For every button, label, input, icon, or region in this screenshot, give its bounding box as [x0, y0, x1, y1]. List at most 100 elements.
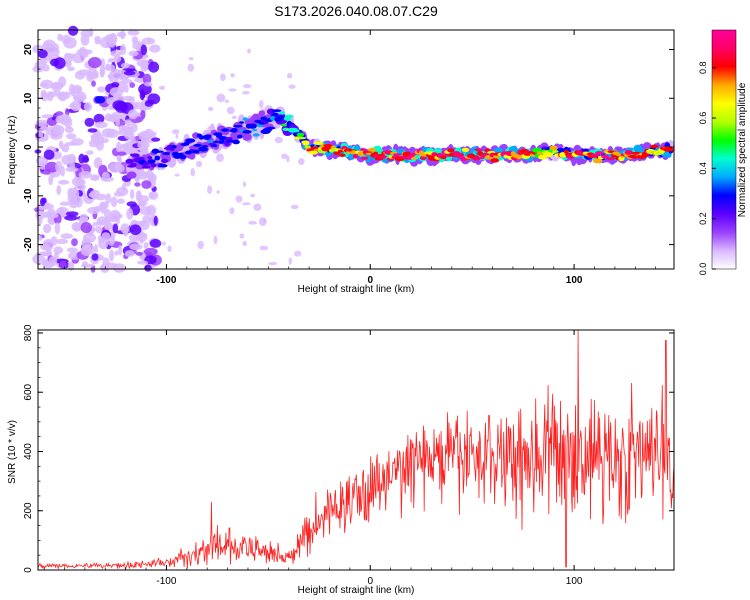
ridge-blob	[150, 163, 157, 168]
noise-blob	[77, 69, 91, 76]
noise-blob	[94, 121, 108, 128]
noise-blob	[79, 213, 89, 222]
noise-blob	[226, 106, 235, 115]
noise-blob	[128, 50, 139, 57]
spectrogram-noise	[32, 25, 314, 274]
noise-blob	[136, 260, 149, 265]
spectrogram-ridge	[125, 106, 675, 182]
noise-blob	[66, 247, 79, 253]
ridge-blob	[237, 134, 243, 139]
noise-blob	[140, 65, 149, 72]
ridge-blob	[133, 169, 141, 182]
ridge-blob	[185, 138, 196, 143]
noise-blob	[67, 66, 75, 72]
snr-series-line	[37, 329, 675, 571]
noise-blob	[40, 79, 54, 90]
colorbar-ticks: 0.0 0.2 0.4 0.6 0.8	[698, 61, 716, 275]
noise-blob	[235, 195, 243, 203]
ridge-blob	[198, 135, 204, 140]
noise-blob	[87, 128, 98, 133]
x-tick-label: 100	[566, 576, 583, 587]
noise-blob	[109, 87, 123, 97]
noise-blob	[116, 198, 125, 204]
ridge-blob	[202, 145, 208, 148]
noise-blob	[75, 86, 82, 93]
noise-blob	[109, 209, 121, 222]
ridge-blob	[592, 158, 603, 164]
noise-blob	[43, 39, 56, 50]
noise-blob	[74, 184, 87, 190]
noise-blob	[101, 128, 115, 138]
ridge-blob	[591, 153, 600, 158]
noise-blob	[32, 253, 46, 265]
noise-blob	[242, 181, 247, 187]
noise-blob	[216, 93, 226, 103]
noise-blob	[120, 223, 130, 234]
ridge-blob	[280, 123, 287, 127]
noise-blob	[64, 215, 78, 221]
noise-blob	[48, 256, 58, 267]
noise-blob	[196, 160, 203, 168]
noise-blob	[117, 151, 127, 156]
noise-blob	[228, 88, 237, 92]
ridge-blob	[482, 152, 490, 156]
noise-blob	[258, 217, 267, 227]
noise-blob	[111, 82, 120, 88]
x-tick-label: 0	[367, 576, 373, 587]
ridge-blob	[161, 158, 169, 164]
noise-blob	[135, 251, 143, 256]
noise-blob	[84, 117, 95, 127]
noise-blob	[105, 63, 110, 71]
snr-x-ticks: -100 0 100	[43, 330, 657, 587]
noise-blob	[112, 100, 126, 111]
colorbar-tick-label: 0.8	[698, 61, 708, 74]
noise-blob	[94, 193, 107, 201]
noise-blob	[63, 37, 77, 49]
noise-blob	[188, 57, 194, 61]
y-tick-label: 400	[23, 443, 34, 460]
y-tick-label: 10	[23, 92, 34, 104]
noise-blob	[55, 115, 68, 124]
ridge-blob	[233, 132, 240, 141]
ridge-blob	[667, 148, 675, 152]
ridge-blob	[192, 132, 200, 139]
ridge-blob	[210, 144, 218, 147]
noise-blob	[60, 233, 73, 239]
noise-blob	[250, 193, 256, 198]
ridge-blob	[624, 150, 633, 155]
ridge-blob	[130, 162, 137, 167]
snr-frame	[37, 329, 675, 571]
noise-blob	[171, 129, 180, 135]
noise-blob	[56, 185, 62, 196]
noise-blob	[57, 33, 63, 42]
noise-blob	[148, 61, 160, 73]
ridge-blob	[474, 148, 483, 152]
noise-blob	[247, 48, 251, 54]
noise-blob	[52, 124, 61, 136]
snr-y-ticks: 0 200 400 600 800	[23, 324, 674, 573]
noise-blob	[144, 81, 153, 87]
noise-blob	[38, 235, 43, 241]
noise-blob	[220, 73, 226, 82]
noise-blob	[230, 73, 235, 78]
noise-blob	[88, 192, 98, 198]
noise-blob	[116, 130, 128, 135]
noise-blob	[159, 85, 166, 90]
noise-blob	[115, 141, 122, 153]
noise-blob	[248, 220, 257, 225]
noise-blob	[110, 50, 122, 57]
noise-blob	[208, 106, 214, 112]
noise-blob	[187, 63, 195, 72]
noise-blob	[134, 182, 141, 187]
ridge-blob	[472, 156, 481, 161]
noise-blob	[86, 150, 94, 155]
noise-blob	[98, 137, 110, 144]
noise-blob	[288, 257, 292, 265]
noise-blob	[59, 201, 71, 206]
noise-blob	[142, 73, 152, 85]
snr-x-label: Height of straight line (km)	[298, 585, 415, 596]
noise-blob	[93, 113, 105, 124]
ridge-blob	[213, 140, 219, 143]
noise-blob	[75, 178, 86, 186]
